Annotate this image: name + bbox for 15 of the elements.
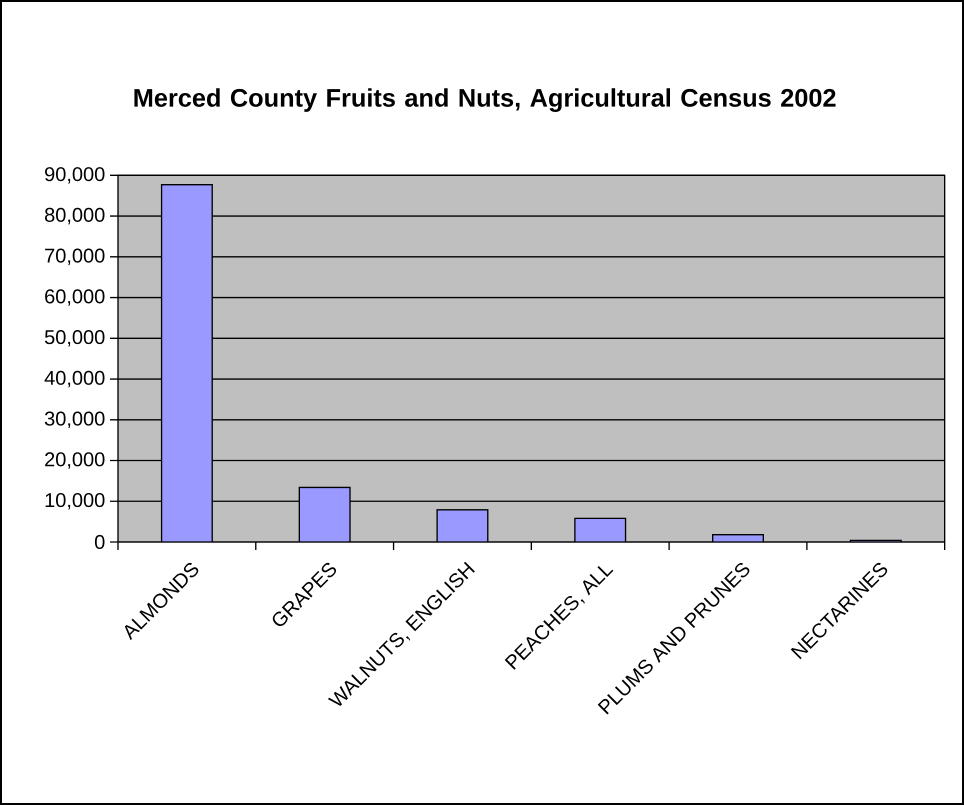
y-tick-label: 10,000 [46,492,104,510]
y-tick-label: 70,000 [45,248,104,266]
bar [436,509,488,542]
y-tick-label: 20,000 [45,452,104,469]
bar [160,184,213,542]
bar [298,486,351,542]
y-tick-label: 40,000 [44,370,104,388]
y-tick-label: 60,000 [45,289,104,306]
y-tick-label: 0 [94,534,104,550]
y-tick-label: 30,000 [44,412,104,428]
bar [574,518,626,542]
chart-title: Merced County Fruits and Nuts, Agricultural Census 2002 [134,88,836,112]
y-tick-label: 50,000 [44,330,104,347]
y-tick-label: 90,000 [45,167,104,184]
y-tick-label: 80,000 [44,208,104,224]
